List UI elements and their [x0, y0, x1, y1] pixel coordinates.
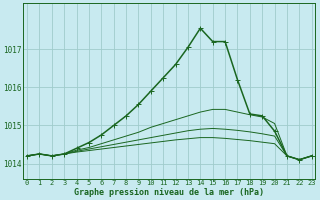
X-axis label: Graphe pression niveau de la mer (hPa): Graphe pression niveau de la mer (hPa)	[74, 188, 264, 197]
